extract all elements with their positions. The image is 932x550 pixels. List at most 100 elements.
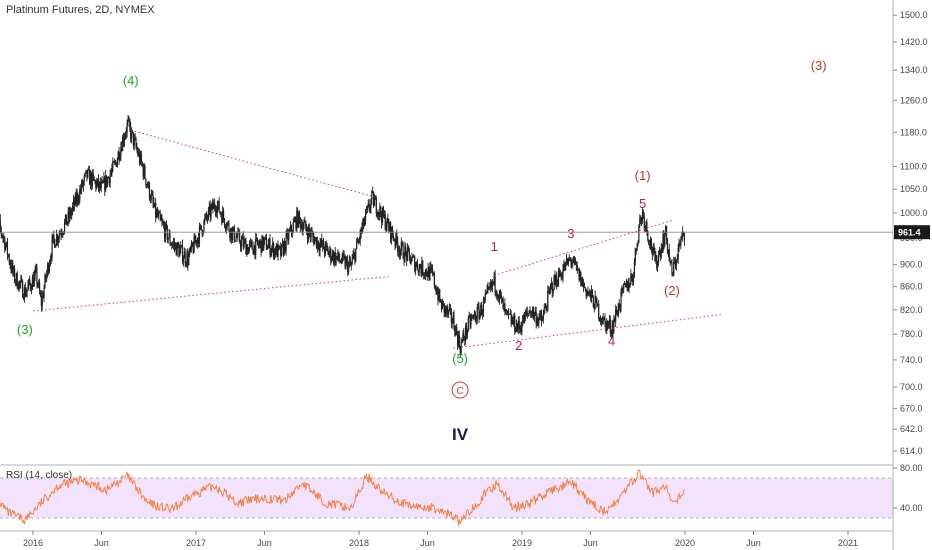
time-tick-label: 2020	[675, 538, 695, 548]
candle-body	[373, 192, 375, 207]
candle-body	[276, 244, 278, 257]
candle-body	[264, 237, 267, 239]
candle-body	[631, 274, 633, 278]
candle-body	[293, 221, 295, 223]
candle-body	[609, 320, 611, 333]
candle-body	[120, 146, 122, 157]
candle-body	[651, 249, 653, 255]
candle-body	[84, 172, 86, 176]
trend-lines	[32, 129, 721, 349]
candle-body	[108, 177, 110, 184]
candle-body	[335, 256, 337, 264]
candle-body	[64, 214, 67, 222]
candle-body	[554, 275, 556, 284]
candle-body	[423, 274, 426, 276]
candle-body	[409, 255, 411, 264]
candle-body	[260, 240, 262, 253]
candle-body	[286, 232, 288, 235]
candle-body	[352, 254, 354, 260]
candle-body	[281, 244, 283, 257]
candle-body	[682, 231, 684, 237]
candle-body	[327, 248, 329, 255]
candle-body	[654, 251, 656, 262]
candle-body	[178, 246, 180, 257]
candle-body	[468, 316, 470, 318]
candle-body	[653, 246, 655, 252]
candle-body	[472, 316, 474, 318]
candle-body	[597, 303, 599, 307]
candle-body	[662, 235, 664, 252]
candle-body	[18, 281, 20, 290]
trend-line	[130, 129, 373, 197]
candle-body	[470, 318, 472, 325]
candle-body	[523, 313, 526, 324]
candle-body	[525, 311, 527, 316]
candle-body	[497, 297, 499, 299]
rsi-tick-label: 80.00	[900, 463, 923, 473]
candle-body	[131, 130, 134, 133]
candle-body	[77, 193, 79, 201]
candle-body	[446, 307, 448, 313]
candle-body	[452, 315, 454, 324]
price-tick-label: 860.0	[900, 282, 923, 292]
candle-body	[649, 239, 652, 246]
candle-body	[11, 263, 13, 271]
candle-body	[199, 225, 201, 227]
candle-body	[259, 240, 261, 244]
candle-body	[398, 250, 401, 255]
last-price-badge	[894, 225, 930, 240]
candle-body	[395, 233, 397, 245]
candle-body	[402, 244, 404, 259]
candle-body	[630, 274, 632, 285]
candle-body	[8, 255, 10, 263]
candle-body	[57, 238, 59, 242]
candle-body	[473, 314, 475, 317]
candle-body	[515, 331, 517, 332]
candle-body	[464, 338, 466, 341]
candle-body	[294, 218, 296, 222]
candle-body	[615, 309, 618, 314]
candle-body	[252, 249, 254, 255]
candle-body	[56, 235, 59, 242]
candle-body	[262, 235, 264, 249]
candle-body	[665, 226, 668, 241]
candle-body	[329, 248, 331, 254]
candle-body	[573, 257, 576, 261]
candle-body	[82, 181, 84, 187]
candle-body	[488, 286, 490, 288]
candle-body	[62, 233, 64, 235]
candle-body	[271, 247, 273, 252]
wave-label: C	[456, 386, 463, 397]
wave-label: (3)	[811, 58, 827, 73]
wave-labels: (4) (3) (5) C IV 1 2 3 4 5 (1) (2) (3)	[17, 58, 827, 444]
candle-body	[450, 309, 452, 323]
candle-body	[645, 221, 647, 227]
candle-body	[194, 236, 196, 244]
candle-body	[426, 274, 428, 277]
candle-body	[6, 241, 9, 255]
price-tick-label: 1420.0	[900, 37, 928, 47]
candle-body	[465, 325, 467, 341]
candle-body	[473, 314, 476, 316]
candle-body	[358, 240, 360, 241]
price-tick-label: 614.0	[900, 446, 923, 456]
candle-body	[130, 126, 132, 139]
candle-body	[179, 249, 181, 257]
candle-body	[359, 229, 361, 241]
candle-body	[79, 189, 81, 201]
candle-body	[114, 162, 116, 164]
candle-body	[378, 212, 380, 215]
candle-body	[268, 239, 270, 245]
candle-body	[214, 203, 216, 209]
candle-body	[447, 307, 449, 314]
candle-body	[5, 241, 8, 246]
candle-body	[381, 208, 384, 223]
candle-body	[153, 202, 155, 207]
candle-body	[348, 263, 350, 273]
candle-body	[337, 251, 339, 258]
price-tick-label: 642.0	[900, 424, 923, 434]
candle-body	[428, 267, 430, 280]
candle-body	[367, 203, 369, 206]
candle-body	[69, 210, 71, 219]
candle-body	[659, 250, 661, 257]
